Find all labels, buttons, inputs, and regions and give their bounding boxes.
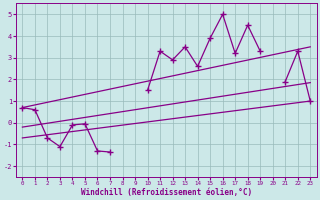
X-axis label: Windchill (Refroidissement éolien,°C): Windchill (Refroidissement éolien,°C) — [81, 188, 252, 197]
